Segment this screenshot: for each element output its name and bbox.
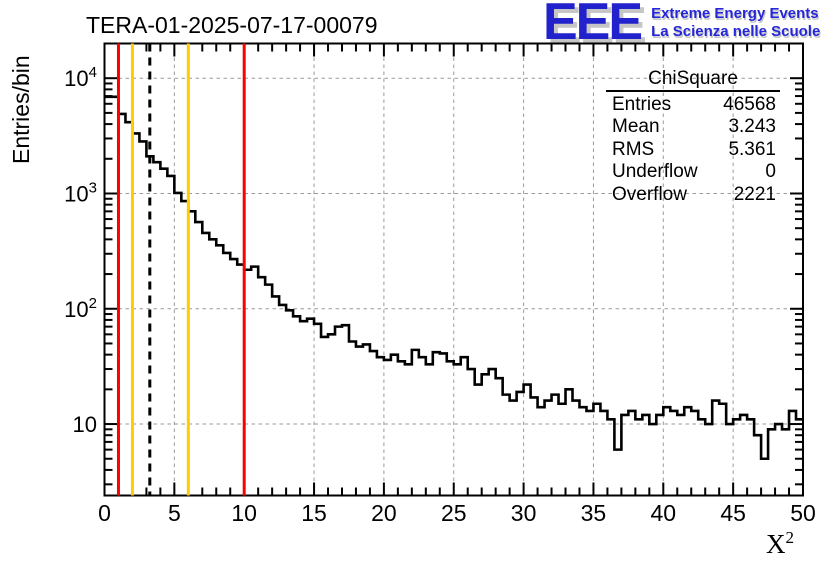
stats-row: Overflow 2221 <box>606 184 780 206</box>
y-axis-title: Entries/bin <box>8 55 34 164</box>
stats-row: RMS 5.361 <box>606 139 780 161</box>
stats-row-label: Underflow <box>612 161 698 183</box>
x-axis-title-base: X <box>766 529 786 559</box>
eee-logo-tagline-line1: Extreme Energy Events <box>651 5 819 22</box>
x-tick-label: 5 <box>168 500 181 526</box>
x-tick-label: 10 <box>231 500 257 526</box>
x-tick-label: 30 <box>511 500 537 526</box>
stats-row-value: 3.243 <box>728 116 776 138</box>
stats-row-value: 46568 <box>723 94 776 115</box>
stats-row-label: Mean <box>612 116 660 138</box>
stats-row-label: Overflow <box>612 183 687 205</box>
stats-box-rows: Entries 46568 Mean 3.243 RMS 5.361 Underflow 0 O… <box>606 94 780 206</box>
stats-row-value: 5.361 <box>728 138 776 160</box>
eee-logo-tagline: Extreme Energy Events La Scienza nelle S… <box>651 0 820 41</box>
x-tick-label: 45 <box>720 500 746 526</box>
x-tick-label: 50 <box>790 500 816 526</box>
stats-row: Entries 46568 <box>606 94 780 116</box>
eee-logo-letters: EEE <box>543 0 643 51</box>
x-tick-label: 0 <box>98 500 111 526</box>
x-axis-title: X2 <box>766 528 794 560</box>
x-axis-title-exponent: 2 <box>785 528 795 547</box>
stats-row: Mean 3.243 <box>606 116 780 138</box>
stats-row-value: 0 <box>765 161 776 183</box>
eee-logo: EEE Extreme Energy Events La Scienza nel… <box>543 0 820 51</box>
stats-row-label: Entries <box>612 94 672 115</box>
eee-logo-tagline-line2: La Scienza nelle Scuole <box>651 23 821 40</box>
x-tick-label: 25 <box>441 500 467 526</box>
stats-box: ChiSquare Entries 46568 Mean 3.243 RMS 5.361 U… <box>606 68 780 206</box>
stats-box-title: ChiSquare <box>648 68 738 89</box>
stats-row-value: 2221 <box>733 183 776 205</box>
y-tick-label: 104 <box>64 64 97 91</box>
plot-title: TERA-01-2025-07-17-00079 <box>86 12 378 38</box>
stats-row: Underflow 0 <box>606 161 780 183</box>
y-tick-label: 10 <box>73 412 97 437</box>
stats-box-separator <box>606 90 780 92</box>
histogram-step-line <box>104 95 803 461</box>
stats-row-label: RMS <box>612 138 655 160</box>
x-tick-label: 40 <box>651 500 677 526</box>
x-tick-label: 20 <box>371 500 397 526</box>
y-tick-label: 102 <box>64 295 97 322</box>
y-tick-label: 103 <box>64 179 97 206</box>
x-tick-label: 35 <box>581 500 607 526</box>
x-tick-label: 15 <box>301 500 327 526</box>
